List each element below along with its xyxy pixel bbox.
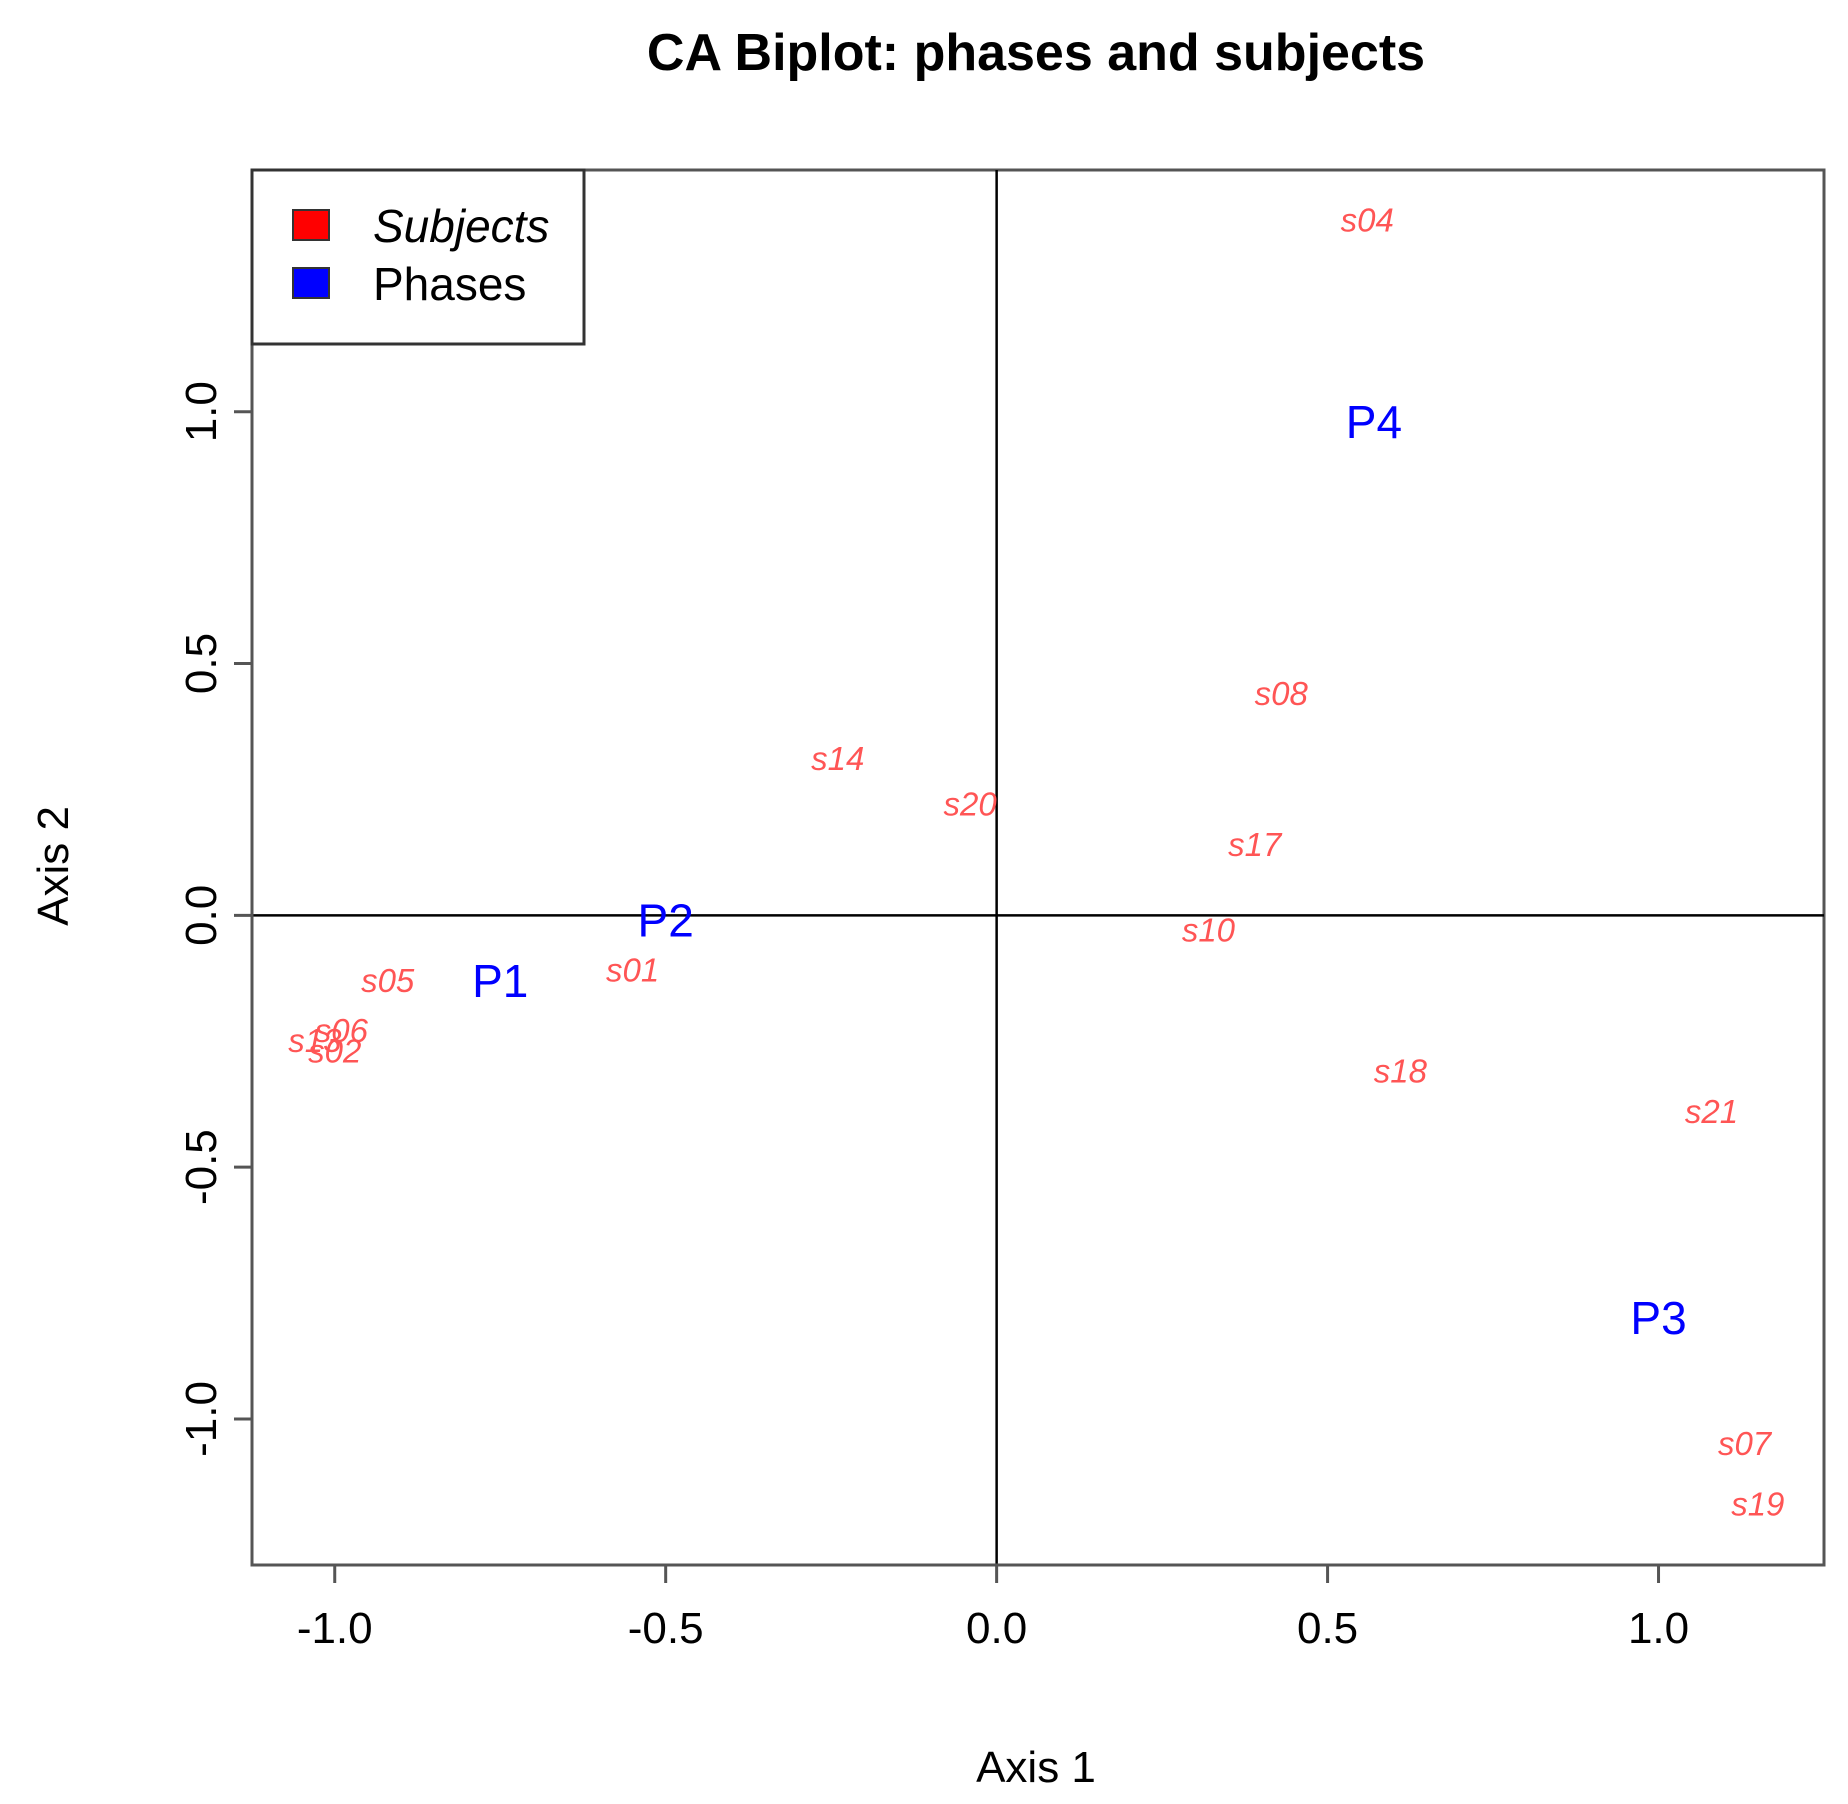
subject-point-s07: s07 [1718,1425,1773,1462]
y-tick-label: -0.5 [177,1129,226,1205]
subject-point-s18: s18 [1374,1052,1428,1089]
y-axis: -1.0 -0.5 0.0 0.5 1.0 [177,381,254,1457]
x-tick-label: 1.0 [1628,1604,1689,1653]
subject-point-s01: s01 [606,952,659,989]
subject-point-s17: s17 [1228,826,1283,863]
legend-label-subjects: Subjects [373,200,549,252]
subject-point-s04: s04 [1341,201,1394,238]
y-tick-label: 1.0 [177,381,226,442]
legend-box [250,168,586,346]
phase-point-p2: P2 [638,894,694,946]
legend: Subjects Phases [250,168,586,346]
x-tick-label: 0.0 [966,1604,1027,1653]
subject-point-s05: s05 [361,962,415,999]
plot-frame [250,168,1826,1567]
y-axis-label: Axis 2 [29,806,78,926]
chart-title: CA Biplot: phases and subjects [647,24,1425,82]
x-tick-label: -1.0 [297,1604,373,1653]
legend-label-phases: Phases [373,258,526,310]
phase-point-p3: P3 [1630,1292,1686,1344]
phase-point-p4: P4 [1346,396,1402,448]
subject-point-s02: s02 [308,1032,361,1069]
subject-point-s06: s06 [315,1012,369,1049]
subject-point-s08: s08 [1255,675,1309,712]
subject-point-s14: s14 [811,740,864,777]
legend-swatch-subjects [292,209,330,241]
phase-point-p1: P1 [472,955,528,1007]
y-tick-label: 0.0 [177,885,226,946]
subject-point-s13: s13 [288,1022,342,1059]
subject-point-s10: s10 [1182,911,1236,948]
subject-point-s20: s20 [944,786,998,823]
x-axis-label: Axis 1 [976,1743,1096,1792]
x-tick-label: 0.5 [1297,1604,1358,1653]
x-axis: -1.0 -0.5 0.0 0.5 1.0 [297,1563,1689,1653]
legend-swatch-phases [292,267,330,299]
y-tick-label: 0.5 [177,633,226,694]
x-tick-label: -0.5 [628,1604,704,1653]
y-tick-label: -1.0 [177,1381,226,1457]
subject-point-s21: s21 [1685,1093,1738,1130]
subject-point-s19: s19 [1731,1486,1784,1523]
